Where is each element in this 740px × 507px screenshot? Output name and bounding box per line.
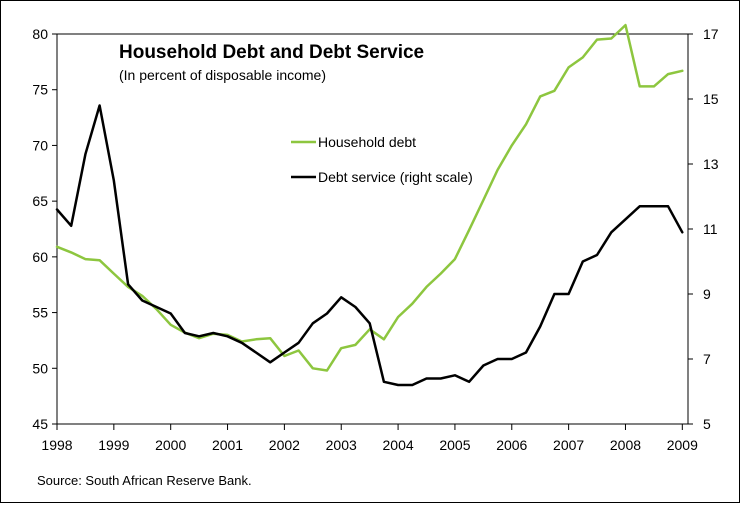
y-left-tick-label: 65 — [32, 193, 48, 209]
series-line-household-debt — [55, 23, 684, 372]
x-axis: 1998 1999 2000 2001 2002 2003 2004 2005 2006 2007… — [41, 424, 698, 453]
y-right-tick-label: 7 — [703, 351, 711, 367]
x-tick-label: 2003 — [326, 437, 357, 453]
y-left-tick-label: 70 — [32, 137, 48, 153]
series-line-debt-service — [55, 104, 684, 387]
x-tick-label: 2005 — [439, 437, 470, 453]
legend: Household debt Debt service (right scale… — [291, 134, 473, 185]
y-left-tick-label: 55 — [32, 305, 48, 321]
y-left-tick-label: 50 — [32, 360, 48, 376]
y-right-tick-label: 5 — [703, 416, 711, 432]
chart-title: Household Debt and Debt Service — [119, 42, 424, 63]
x-tick-label: 2008 — [610, 437, 641, 453]
x-tick-label: 2004 — [383, 437, 414, 453]
chart-subtitle: (In percent of disposable income) — [119, 67, 326, 83]
source-note: Source: South African Reserve Bank. — [37, 473, 252, 488]
y-right-tick-label: 13 — [703, 156, 719, 172]
y-right-axis: 5 7 9 11 13 15 17 — [688, 26, 719, 432]
y-left-tick-label: 75 — [32, 82, 48, 98]
legend-label-debt-service: Debt service (right scale) — [318, 169, 473, 185]
legend-label-household-debt: Household debt — [318, 134, 416, 150]
y-right-tick-label: 9 — [703, 286, 711, 302]
x-tick-label: 2000 — [155, 437, 186, 453]
series-layer — [55, 23, 684, 387]
y-right-tick-label: 15 — [703, 91, 719, 107]
x-tick-label: 1998 — [41, 437, 72, 453]
y-right-tick-label: 17 — [703, 26, 719, 42]
y-right-tick-label: 11 — [703, 221, 718, 237]
x-tick-label: 1999 — [98, 437, 129, 453]
x-tick-label: 2006 — [496, 437, 527, 453]
x-tick-label: 2001 — [212, 437, 243, 453]
y-left-axis: 45 50 55 60 65 70 75 80 — [32, 26, 57, 432]
x-tick-label: 2009 — [667, 437, 698, 453]
y-left-tick-label: 45 — [32, 416, 48, 432]
plot-area — [56, 33, 689, 425]
y-left-tick-label: 80 — [32, 26, 48, 42]
x-tick-label: 2007 — [553, 437, 584, 453]
y-left-tick-label: 60 — [32, 249, 48, 265]
x-tick-label: 2002 — [269, 437, 300, 453]
